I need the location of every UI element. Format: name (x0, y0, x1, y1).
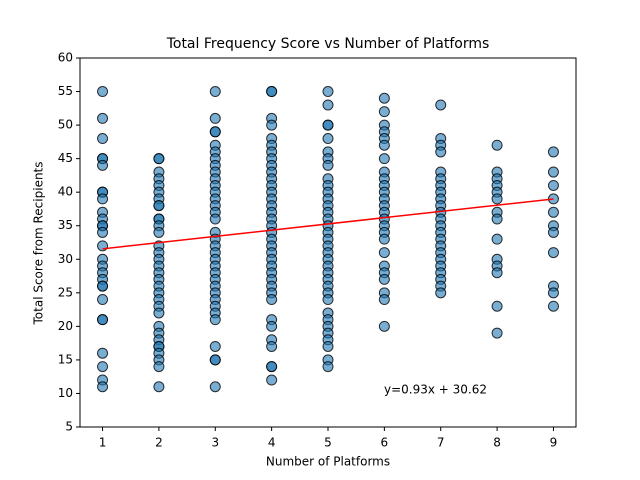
point (153, 381, 165, 393)
y-tick-label: 60 (58, 51, 73, 65)
point (153, 226, 165, 238)
point (547, 146, 559, 158)
point (209, 354, 221, 366)
point (491, 267, 503, 279)
point (378, 139, 390, 151)
point (378, 247, 390, 259)
x-tick-label: 8 (493, 436, 501, 450)
point (153, 361, 165, 373)
plot-frame (79, 57, 577, 428)
point (322, 133, 334, 145)
x-tick-label: 1 (99, 436, 107, 450)
point (266, 340, 278, 352)
point (378, 320, 390, 332)
point (266, 361, 278, 373)
point (97, 159, 109, 171)
point (491, 139, 503, 151)
point (97, 381, 109, 393)
point (322, 340, 334, 352)
point (97, 240, 109, 252)
point (209, 340, 221, 352)
point (322, 294, 334, 306)
y-tick-label: 20 (58, 319, 73, 333)
y-tick-label: 5 (65, 420, 73, 434)
point (547, 206, 559, 218)
point (209, 314, 221, 326)
point (153, 153, 165, 165)
x-tick-label: 2 (155, 436, 163, 450)
point (378, 233, 390, 245)
point (491, 213, 503, 225)
point (322, 86, 334, 98)
point (378, 273, 390, 285)
point (266, 320, 278, 332)
point (97, 294, 109, 306)
point (209, 213, 221, 225)
y-tick-label: 10 (58, 386, 73, 400)
point (491, 193, 503, 205)
point (97, 347, 109, 359)
y-tick-label: 25 (58, 285, 73, 299)
y-tick-label: 30 (58, 252, 73, 266)
x-axis-label: Number of Platforms (266, 455, 390, 469)
x-tick-label: 5 (324, 436, 332, 450)
point (378, 294, 390, 306)
point (97, 193, 109, 205)
point (491, 300, 503, 312)
point (435, 99, 447, 111)
point (266, 119, 278, 131)
y-axis-label: Total Score from Recipients (32, 161, 46, 325)
point (547, 166, 559, 178)
x-tick-label: 4 (268, 436, 276, 450)
fit-line (102, 198, 554, 250)
point (97, 112, 109, 124)
point (153, 200, 165, 212)
point (547, 287, 559, 299)
point (97, 361, 109, 373)
x-tick-label: 3 (211, 436, 219, 450)
point (322, 99, 334, 111)
chart-title: Total Frequency Score vs Number of Platf… (166, 36, 490, 52)
y-tick-label: 40 (58, 185, 73, 199)
point (209, 381, 221, 393)
point (322, 119, 334, 131)
point (266, 374, 278, 386)
point (378, 106, 390, 118)
x-tick-label: 7 (437, 436, 445, 450)
point (266, 294, 278, 306)
point (547, 247, 559, 259)
y-tick-label: 55 (58, 84, 73, 98)
point (97, 314, 109, 326)
point (547, 226, 559, 238)
y-tick-label: 35 (58, 218, 73, 232)
point (322, 361, 334, 373)
point (97, 86, 109, 98)
point (209, 126, 221, 138)
point (97, 226, 109, 238)
x-tick-label: 9 (550, 436, 558, 450)
point (378, 92, 390, 104)
point (97, 133, 109, 145)
point (153, 307, 165, 319)
y-tick-label: 15 (58, 352, 73, 366)
point (491, 327, 503, 339)
point (547, 300, 559, 312)
y-tick-label: 45 (58, 151, 73, 165)
y-tick-label: 50 (58, 118, 73, 132)
x-tick-label: 6 (381, 436, 389, 450)
point (435, 146, 447, 158)
point (435, 287, 447, 299)
point (266, 86, 278, 98)
point (209, 86, 221, 98)
point (547, 179, 559, 191)
point (322, 159, 334, 171)
point (491, 233, 503, 245)
annotation: y=0.93x + 30.62 (384, 383, 487, 397)
point (209, 112, 221, 124)
point (378, 153, 390, 165)
point (97, 280, 109, 292)
